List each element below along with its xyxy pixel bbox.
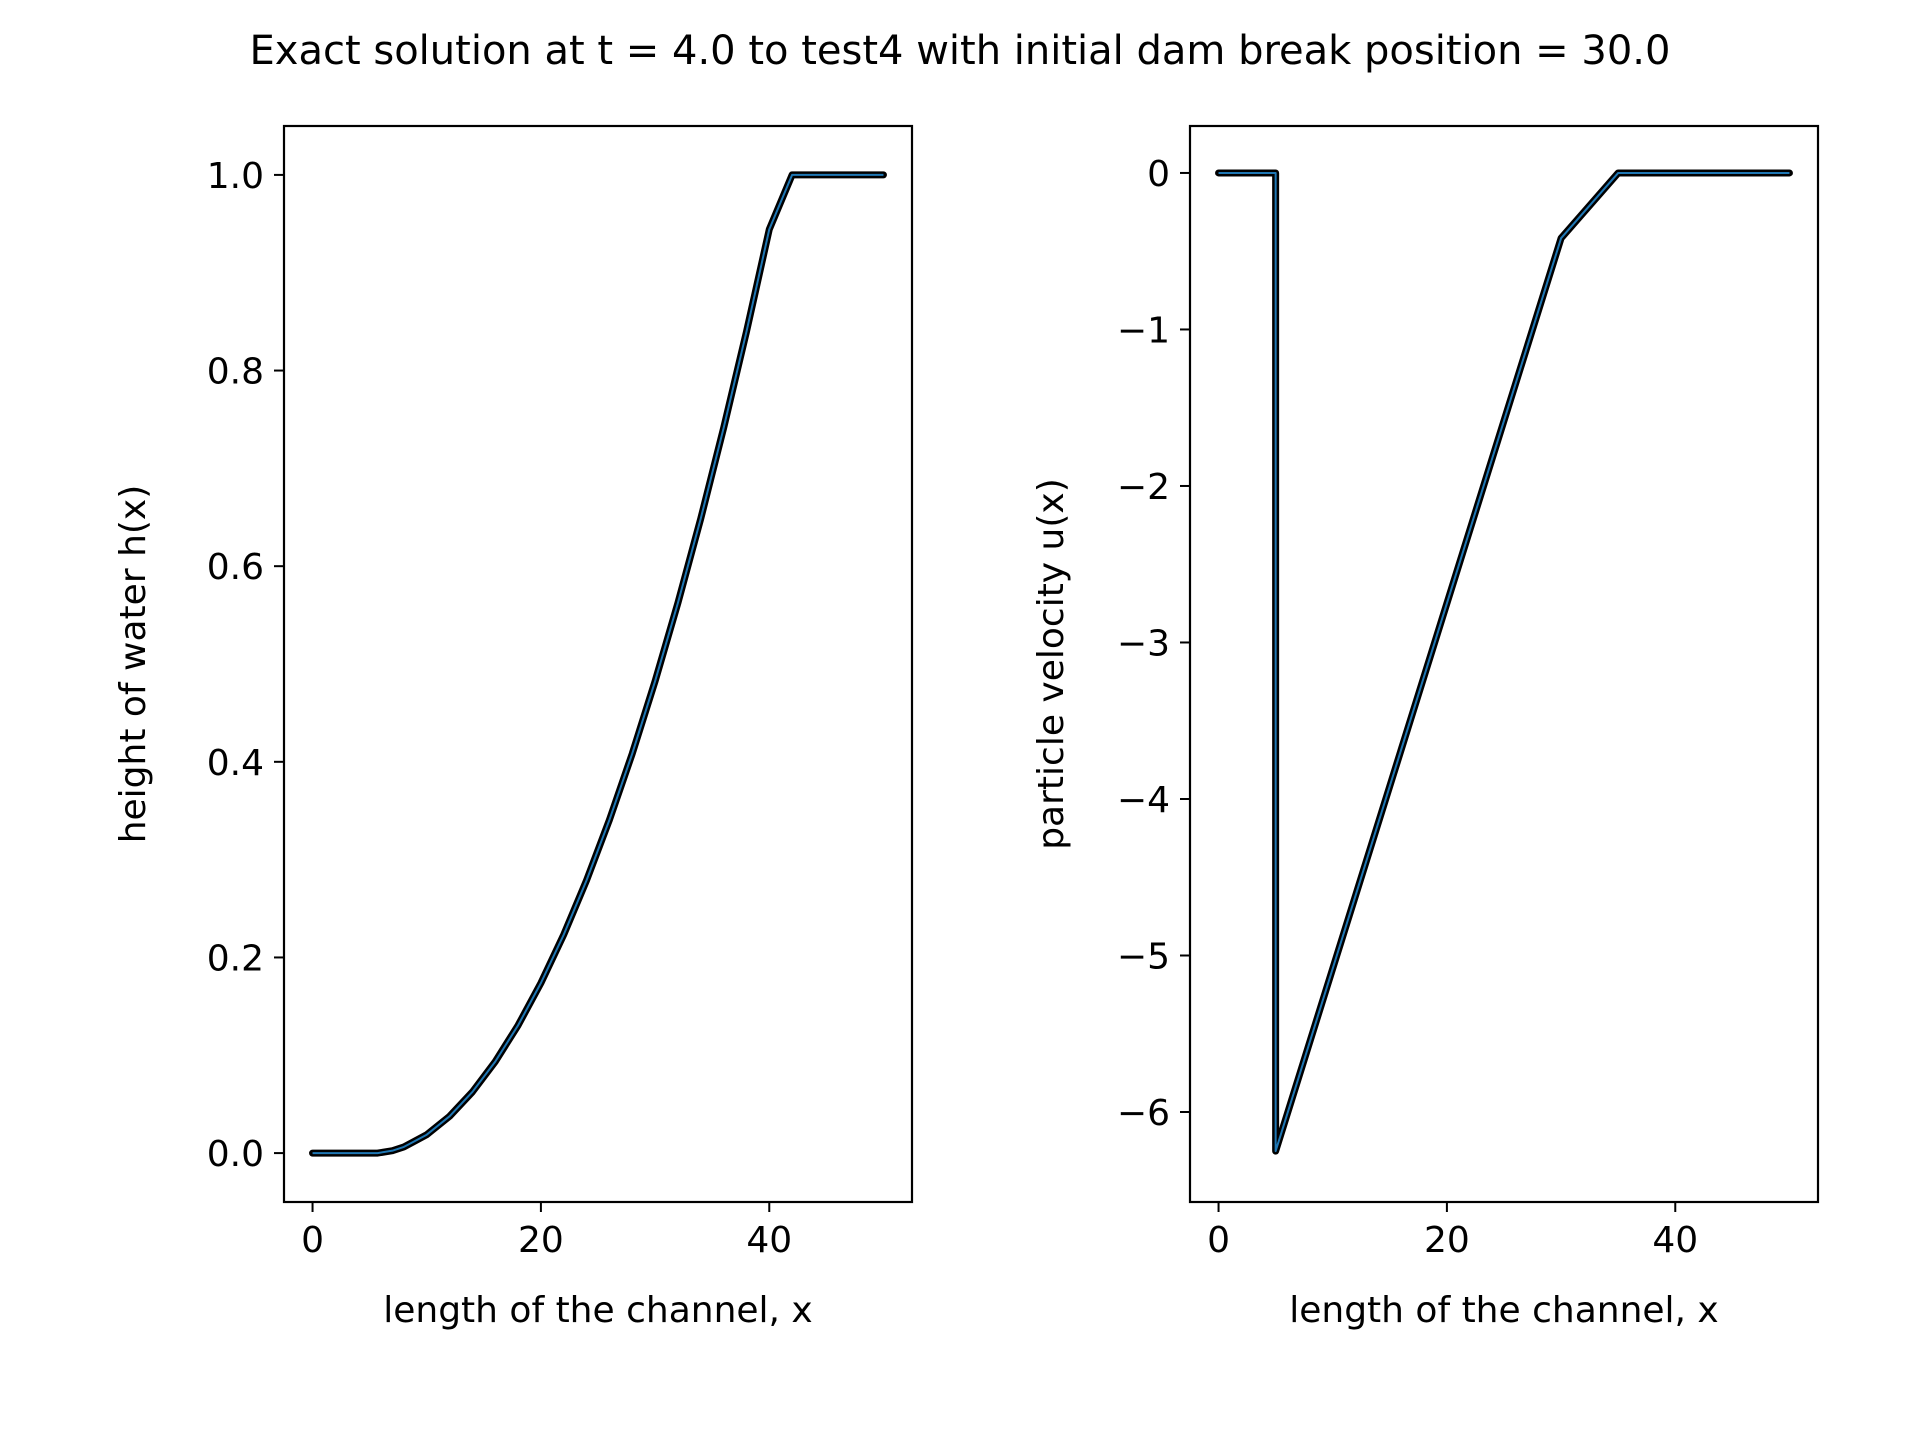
velocity-y-tick-label: −4 xyxy=(1117,780,1170,821)
velocity-panel: 0 20 40 0 −1 −2 −3 −4 −5 −6 length of the channel,… xyxy=(1031,124,1820,1331)
height-x-tick-label: 40 xyxy=(746,1220,792,1261)
figure-title: Exact solution at t = 4.0 to test4 with … xyxy=(250,28,1671,74)
height-y-axis-label: height of water h(x) xyxy=(113,485,154,844)
velocity-y-tick-label: −5 xyxy=(1117,936,1170,977)
velocity-series-line xyxy=(1218,171,1790,1153)
height-panel: 0 20 40 0.0 0.2 0.4 0.6 0.8 1.0 length of the cha… xyxy=(113,124,914,1331)
velocity-x-tick-label: 40 xyxy=(1652,1220,1698,1261)
velocity-y-tick-label: −1 xyxy=(1117,310,1170,351)
height-y-tick-label: 0.4 xyxy=(207,743,264,784)
height-y-tick-label: 0.8 xyxy=(207,352,264,393)
velocity-x-axis-label: length of the channel, x xyxy=(1289,1290,1719,1331)
height-x-tick-label: 20 xyxy=(518,1220,564,1261)
height-y-tick-label: 0.2 xyxy=(207,938,264,979)
height-y-tick-label: 0.6 xyxy=(207,547,264,588)
velocity-axes-frame xyxy=(1188,124,1820,1204)
height-y-tick-label: 1.0 xyxy=(207,156,264,197)
height-y-tick-label: 0.0 xyxy=(207,1134,264,1175)
height-series-line xyxy=(312,173,884,1155)
velocity-y-axis-label: particle velocity u(x) xyxy=(1031,478,1072,850)
velocity-x-tick-label: 0 xyxy=(1207,1220,1230,1261)
velocity-y-tick-label: −6 xyxy=(1117,1093,1170,1134)
velocity-y-tick-label: 0 xyxy=(1147,154,1170,195)
height-x-tick-label: 0 xyxy=(301,1220,324,1261)
velocity-y-tick-label: −3 xyxy=(1117,623,1170,664)
velocity-y-tick-label: −2 xyxy=(1117,467,1170,508)
height-x-axis-label: length of the channel, x xyxy=(383,1290,813,1331)
velocity-x-tick-label: 20 xyxy=(1424,1220,1470,1261)
height-axes-frame xyxy=(282,124,914,1204)
